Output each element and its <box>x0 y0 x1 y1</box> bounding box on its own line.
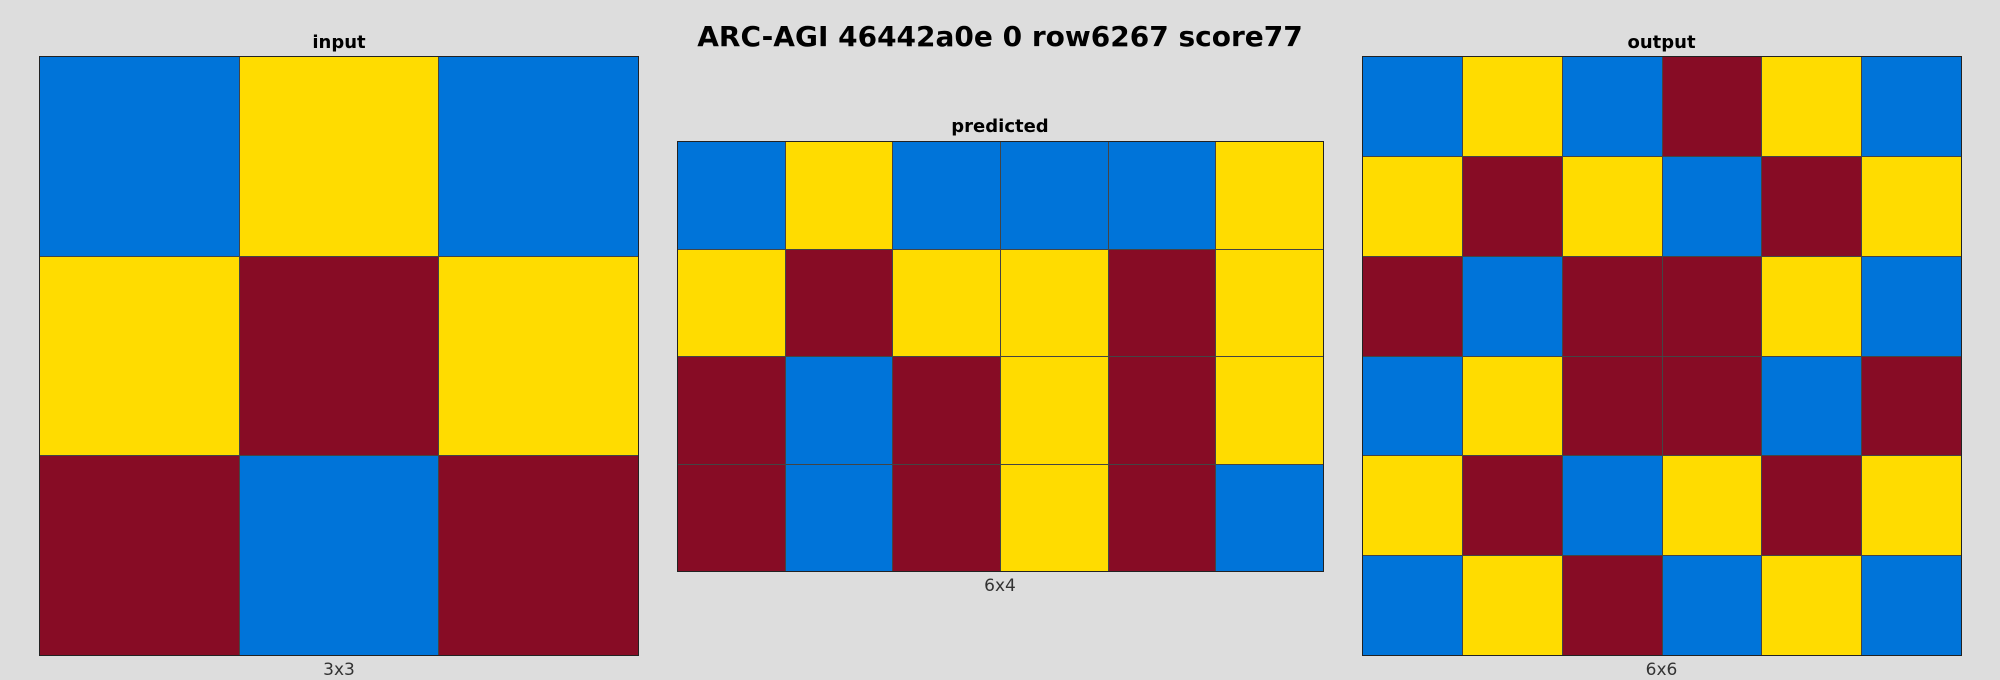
input-cell <box>40 256 239 456</box>
output-cell <box>1363 256 1462 356</box>
output-cell <box>1662 256 1762 356</box>
input-cell <box>439 256 638 456</box>
output-cell <box>1462 57 1562 156</box>
output-cell <box>1462 256 1562 356</box>
input-cell <box>439 456 638 655</box>
output-cell <box>1462 556 1562 655</box>
input-cell <box>239 456 439 655</box>
predicted-cell <box>678 357 785 464</box>
input-panel-title: input <box>312 32 366 53</box>
output-cell <box>1862 57 1961 156</box>
output-cell <box>1662 456 1762 556</box>
output-grid <box>1362 56 1962 656</box>
figure-title: ARC-AGI 46442a0e 0 row6267 score77 <box>697 20 1303 53</box>
predicted-grid <box>677 141 1324 572</box>
output-cell <box>1562 57 1662 156</box>
predicted-cell <box>893 249 1000 356</box>
output-cell <box>1862 456 1961 556</box>
predicted-cell <box>678 142 785 249</box>
output-panel-title: output <box>1627 32 1696 53</box>
input-cell <box>239 256 439 456</box>
output-cell <box>1462 156 1562 256</box>
predicted-cell <box>785 464 893 571</box>
predicted-cell <box>785 142 893 249</box>
output-cell <box>1762 256 1862 356</box>
input-cell <box>40 456 239 655</box>
output-cell <box>1363 356 1462 456</box>
input-grid <box>39 56 639 656</box>
output-cell <box>1462 456 1562 556</box>
output-cell <box>1762 156 1862 256</box>
output-size-caption: 6x6 <box>1645 660 1678 680</box>
output-cell <box>1462 356 1562 456</box>
predicted-cell <box>1108 464 1216 571</box>
output-cell <box>1363 456 1462 556</box>
output-cell <box>1562 556 1662 655</box>
predicted-cell <box>785 357 893 464</box>
output-cell <box>1662 156 1762 256</box>
predicted-cell <box>1000 357 1108 464</box>
output-cell <box>1762 456 1862 556</box>
output-cell <box>1862 156 1961 256</box>
output-cell <box>1562 156 1662 256</box>
output-cell <box>1762 356 1862 456</box>
predicted-cell <box>1000 464 1108 571</box>
predicted-cell <box>1216 249 1323 356</box>
predicted-cell <box>1216 464 1323 571</box>
output-cell <box>1363 556 1462 655</box>
input-cell <box>40 57 239 256</box>
predicted-cell <box>1108 249 1216 356</box>
output-cell <box>1562 256 1662 356</box>
predicted-cell <box>1216 142 1323 249</box>
input-cell <box>439 57 638 256</box>
output-cell <box>1562 456 1662 556</box>
output-cell <box>1562 356 1662 456</box>
predicted-cell <box>678 249 785 356</box>
predicted-cell <box>678 464 785 571</box>
input-size-caption: 3x3 <box>323 660 355 680</box>
predicted-cell <box>893 357 1000 464</box>
output-cell <box>1862 356 1961 456</box>
predicted-cell <box>1216 357 1323 464</box>
output-cell <box>1762 57 1862 156</box>
output-cell <box>1662 356 1762 456</box>
predicted-cell <box>893 142 1000 249</box>
output-cell <box>1363 57 1462 156</box>
predicted-cell <box>1108 357 1216 464</box>
output-cell <box>1363 156 1462 256</box>
input-cell <box>239 57 439 256</box>
predicted-cell <box>1108 142 1216 249</box>
predicted-size-caption: 6x4 <box>984 576 1016 596</box>
output-cell <box>1762 556 1862 655</box>
predicted-cell <box>893 464 1000 571</box>
predicted-cell <box>1000 249 1108 356</box>
output-cell <box>1862 556 1961 655</box>
predicted-panel-title: predicted <box>951 116 1049 137</box>
predicted-cell <box>1000 142 1108 249</box>
output-cell <box>1662 556 1762 655</box>
output-cell <box>1862 256 1961 356</box>
output-cell <box>1662 57 1762 156</box>
predicted-cell <box>785 249 893 356</box>
